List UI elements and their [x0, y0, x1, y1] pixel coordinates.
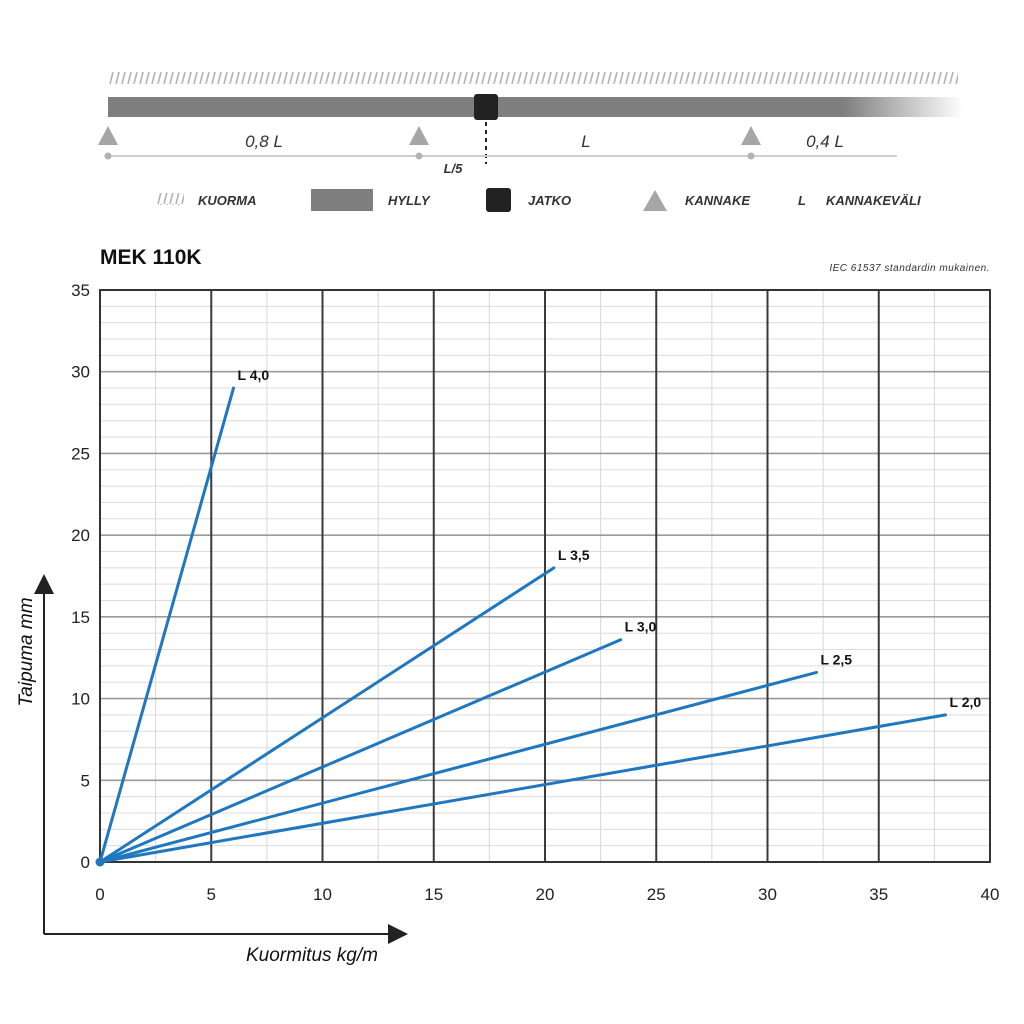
span-dot-1 — [104, 152, 112, 160]
bracket-triangle-3 — [741, 126, 761, 145]
grid-major — [99, 289, 991, 863]
chart-subtitle: IEC 61537 standardin mukainen. — [829, 263, 990, 274]
x-tick-label: 5 — [207, 885, 216, 904]
series-label: L 2,5 — [820, 651, 852, 667]
series-label: L 3,0 — [625, 619, 657, 635]
legend-label-shelf: HYLLY — [388, 193, 431, 208]
x-tick-label: 35 — [869, 885, 888, 904]
load-diagram: 0,8 L L 0,4 L L/5 — [98, 72, 963, 176]
y-tick-label: 0 — [81, 853, 90, 872]
y-tick-label: 30 — [71, 363, 90, 382]
series-line — [98, 386, 235, 864]
legend-label-bracket: KANNAKE — [685, 193, 750, 208]
y-tick-label: 5 — [81, 771, 90, 790]
legend-label-load: KUORMA — [198, 193, 257, 208]
bracket-triangle-icon — [643, 190, 667, 211]
joint-square — [474, 94, 498, 120]
span-label-1: 0,8 L — [245, 132, 283, 151]
shelf-bar-icon — [311, 189, 373, 211]
y-tick-label: 10 — [71, 690, 90, 709]
y-axis-title: Taipuma mm — [16, 597, 37, 706]
series-line — [98, 713, 947, 864]
x-tick-label: 10 — [313, 885, 332, 904]
series-label: L 3,5 — [558, 547, 590, 563]
splice-label: L/5 — [444, 161, 464, 176]
y-tick-label: 35 — [71, 281, 90, 300]
x-tick-label: 0 — [95, 885, 104, 904]
y-tick-label: 15 — [71, 608, 90, 627]
legend-label-span: KANNAKEVÄLI — [826, 193, 921, 208]
series-line — [98, 670, 818, 864]
origin-point — [95, 857, 105, 867]
plot-frame — [99, 289, 991, 863]
y-tick-label: 20 — [71, 526, 90, 545]
span-label-2: L — [581, 132, 590, 151]
x-tick-label: 40 — [981, 885, 1000, 904]
joint-square-icon — [486, 188, 511, 212]
series-label: L 4,0 — [238, 367, 270, 383]
bracket-triangle-2 — [409, 126, 429, 145]
x-tick-label: 15 — [424, 885, 443, 904]
bracket-triangle-1 — [98, 126, 118, 145]
legend: KUORMA HYLLY JATKO KANNAKE L KANNAKEVÄLI — [156, 188, 921, 212]
chart-title: MEK 110K — [100, 246, 202, 269]
span-label-3: 0,4 L — [806, 132, 844, 151]
shelf-bar — [108, 97, 963, 117]
span-dot-3 — [747, 152, 755, 160]
tick-labels: 0 5 10 15 20 25 30 35 40 0 5 10 15 20 25 30 35 — [71, 281, 999, 904]
x-tick-label: 25 — [647, 885, 666, 904]
load-hatch — [108, 72, 958, 84]
series-label: L 2,0 — [950, 694, 982, 710]
legend-span-symbol: L — [798, 193, 806, 208]
plot-area: 0 5 10 15 20 25 30 35 40 0 5 10 15 20 25 30 35 L 4,0 L 3,… — [71, 281, 999, 904]
y-tick-label: 25 — [71, 444, 90, 463]
x-tick-label: 30 — [758, 885, 777, 904]
x-tick-label: 20 — [536, 885, 555, 904]
series-line — [98, 566, 556, 864]
span-dot-2 — [415, 152, 423, 160]
series-line — [98, 638, 623, 864]
series-group: L 4,0 L 3,5 L 3,0 L 2,5 L 2,0 — [95, 367, 982, 867]
legend-label-joint: JATKO — [528, 193, 571, 208]
load-hatch-icon — [156, 193, 184, 205]
x-axis-title: Kuormitus kg/m — [246, 945, 378, 966]
